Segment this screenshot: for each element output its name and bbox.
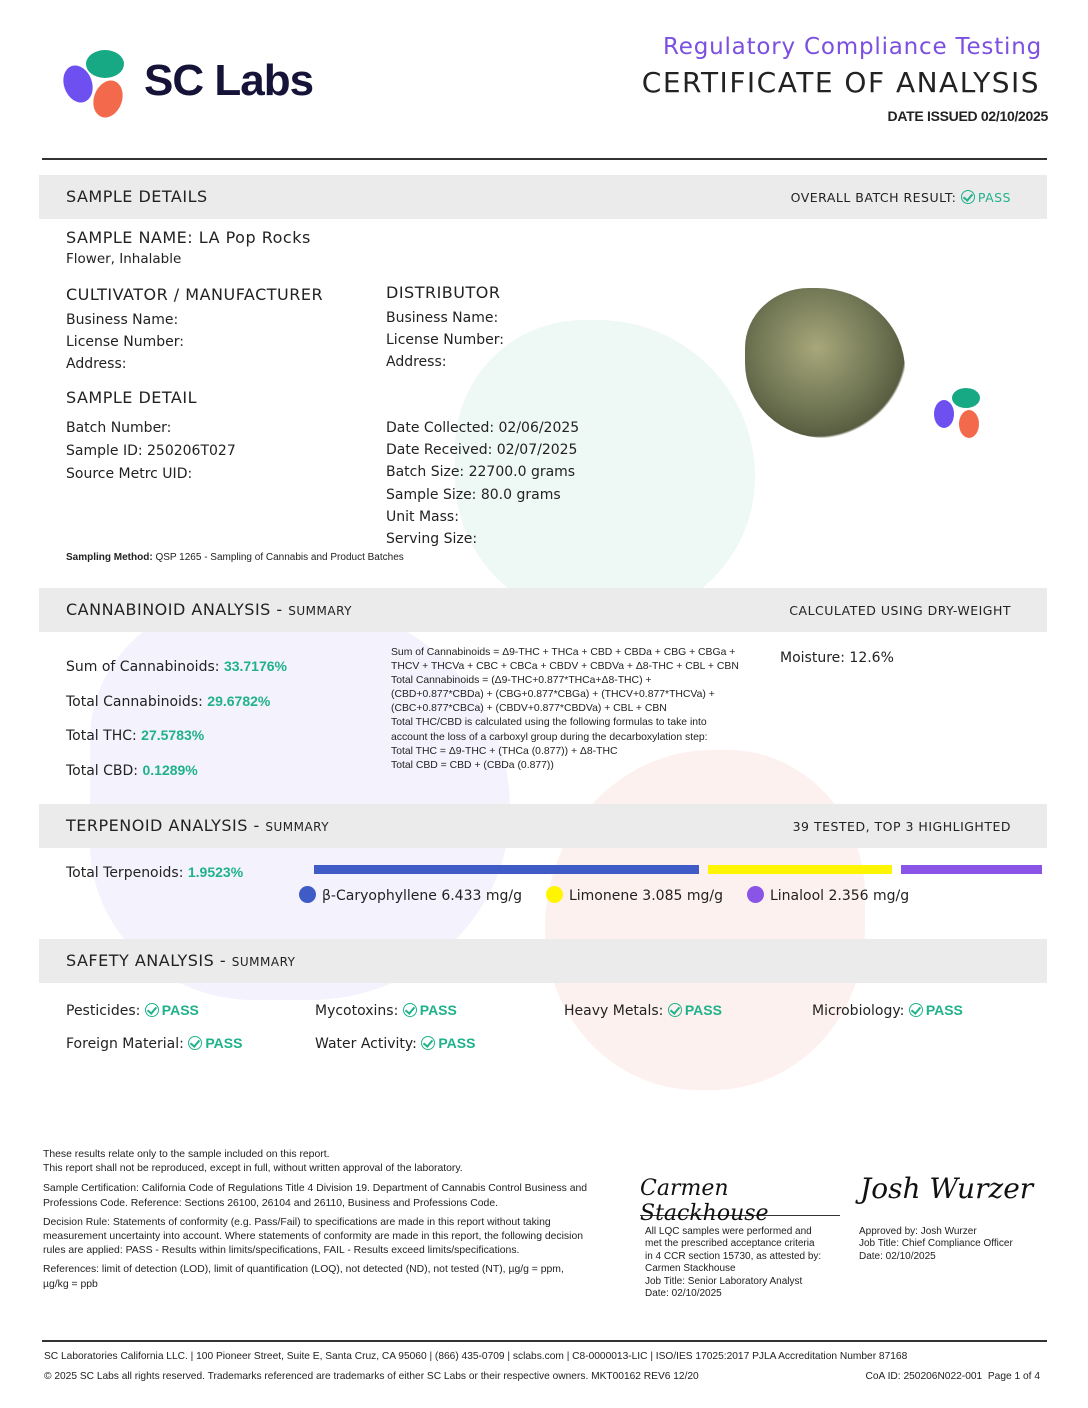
check-icon — [188, 1036, 203, 1050]
tested-count: 39 TESTED, TOP 3 HIGHLIGHTED — [792, 819, 1011, 834]
distributor-heading: DISTRIBUTOR — [386, 283, 501, 302]
approver-info: Approved by: Josh Wurzer Job Title: Chief… — [859, 1226, 1013, 1262]
moisture: Moisture: 12.6% — [780, 650, 894, 666]
sampling-method: Sampling Method: QSP 1265 - Sampling of … — [66, 552, 404, 563]
footer-divider — [42, 1340, 1047, 1342]
total-cbd: Total CBD: 0.1289% — [66, 761, 198, 779]
sample-name: SAMPLE NAME: LA Pop Rocks — [66, 228, 311, 247]
heavy-metals-result: Heavy Metals: PASS — [564, 1002, 722, 1019]
dot-icon — [299, 886, 316, 903]
approver-signature: Josh Wurzer — [860, 1172, 1034, 1205]
total-cannabinoids: Total Cannabinoids: 29.6782% — [66, 692, 271, 710]
sc-labs-logo: SC Labs — [58, 50, 352, 122]
dot-icon — [545, 886, 563, 903]
check-icon — [667, 1003, 682, 1017]
water-activity-result: Water Activity: PASS — [315, 1035, 476, 1052]
logo-mark-small — [934, 388, 984, 440]
check-icon — [908, 1003, 923, 1017]
legend-item: β-Caryophyllene 6.433 mg/g — [299, 886, 522, 904]
section-title: SAMPLE DETAILS — [66, 187, 208, 206]
check-icon — [421, 1036, 436, 1050]
section-title: TERPENOID ANALYSIS - SUMMARY — [66, 816, 330, 835]
page-number: Page 1 of 4 — [987, 1371, 1040, 1382]
date-issued: DATE ISSUED 02/10/2025 — [887, 108, 1049, 124]
brand-name: SC Labs — [144, 56, 314, 105]
terpenoid-bar: TERPENOID ANALYSIS - SUMMARY 39 TESTED, … — [39, 804, 1047, 848]
header-subtitle: Regulatory Compliance Testing — [663, 34, 1042, 60]
microbiology-result: Microbiology: PASS — [812, 1002, 963, 1019]
safety-bar: SAFETY ANALYSIS - SUMMARY — [39, 939, 1047, 983]
terpene-bar-segment — [314, 865, 699, 874]
check-icon — [960, 190, 975, 204]
mycotoxins-result: Mycotoxins: PASS — [315, 1002, 457, 1019]
disclaimer: These results relate only to the sample … — [43, 1149, 588, 1290]
sample-photo — [730, 268, 920, 448]
analyst-attestation: All LQC samples were performed and met th… — [645, 1226, 822, 1300]
total-terpenoids: Total Terpenoids: 1.9523% — [66, 864, 244, 881]
dot-icon — [746, 886, 764, 903]
total-thc: Total THC: 27.5783% — [66, 727, 205, 745]
cultivator-heading: CULTIVATOR / MANUFACTURER — [66, 285, 324, 304]
bg-red-blob — [545, 750, 865, 1090]
terpene-legend: β-Caryophyllene 6.433 mg/g Limonene 3.08… — [299, 886, 909, 904]
section-title: CANNABINOID ANALYSIS - SUMMARY — [66, 600, 352, 619]
overall-result: OVERALL BATCH RESULT: PASS — [790, 190, 1011, 205]
bg-green-blob — [455, 320, 755, 620]
check-icon — [402, 1003, 417, 1017]
header-divider — [42, 158, 1047, 160]
cannabinoid-summary: Sum of Cannabinoids: 33.7176% Total Cann… — [66, 650, 287, 788]
footer-address: SC Laboratories California LLC. | 100 Pi… — [44, 1351, 908, 1362]
sum-cannabinoids: Sum of Cannabinoids: 33.7176% — [66, 658, 287, 675]
foreign-material-result: Foreign Material: PASS — [66, 1035, 243, 1052]
sample-detail-heading: SAMPLE DETAIL — [66, 388, 197, 407]
cannabinoid-formulas: Sum of Cannabinoids = Δ9-THC + THCa + CB… — [391, 647, 739, 771]
legend-item: Limonene 3.085 mg/g — [545, 886, 723, 904]
terpene-bar-segment — [901, 865, 1042, 874]
footer-coa: CoA ID: 250206N022-001 Page 1 of 4 — [865, 1371, 1040, 1382]
cannabinoid-bar: CANNABINOID ANALYSIS - SUMMARY CALCULATE… — [39, 588, 1047, 632]
terpene-bar-segment — [707, 865, 893, 874]
sample-details-bar: SAMPLE DETAILS OVERALL BATCH RESULT: PAS… — [39, 175, 1047, 219]
terpene-distribution-bar — [314, 865, 1042, 874]
check-icon — [144, 1003, 159, 1017]
section-title: SAFETY ANALYSIS - SUMMARY — [66, 951, 296, 970]
pesticides-result: Pesticides: PASS — [66, 1002, 199, 1019]
legend-item: Linalool 2.356 mg/g — [746, 886, 909, 904]
bg-purple-blob — [90, 600, 510, 1000]
footer-copyright: © 2025 SC Labs all rights reserved. Trad… — [44, 1371, 699, 1382]
cultivator-fields: Business Name: License Number: Address: — [66, 312, 184, 372]
sample-detail-right: Date Collected: 02/06/2025 Date Received:… — [386, 420, 580, 548]
distributor-fields: Business Name: License Number: Address: — [386, 310, 504, 370]
sample-detail-left: Batch Number: Sample ID: 250206T027 Source… — [66, 420, 236, 482]
dry-weight-note: CALCULATED USING DRY-WEIGHT — [789, 603, 1011, 618]
page-title: CERTIFICATE OF ANALYSIS — [641, 66, 1040, 99]
analyst-signature: Carmen Stackhouse — [640, 1176, 840, 1226]
sample-type: Flower, Inhalable — [66, 251, 182, 267]
